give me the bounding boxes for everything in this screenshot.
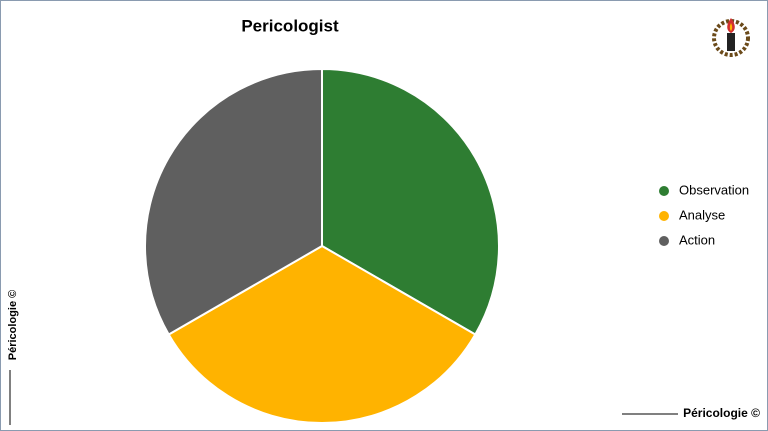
pie [144, 67, 500, 424]
chart-title: Pericologist [241, 16, 339, 35]
legend-marker [659, 236, 669, 246]
legend-marker [659, 211, 669, 221]
legend-marker [659, 186, 669, 196]
legend-label: Observation [679, 182, 749, 197]
footer-horizontal: Péricologie © [683, 406, 760, 420]
legend-label: Analyse [679, 207, 725, 222]
footer-vertical: Péricologie © [7, 290, 19, 360]
logo [712, 18, 750, 57]
pie-slice [144, 67, 323, 336]
legend-label: Action [679, 232, 715, 247]
pie-slice [167, 244, 477, 424]
legend: Observation Analyse Action [659, 182, 749, 247]
pie-slice [321, 67, 500, 336]
